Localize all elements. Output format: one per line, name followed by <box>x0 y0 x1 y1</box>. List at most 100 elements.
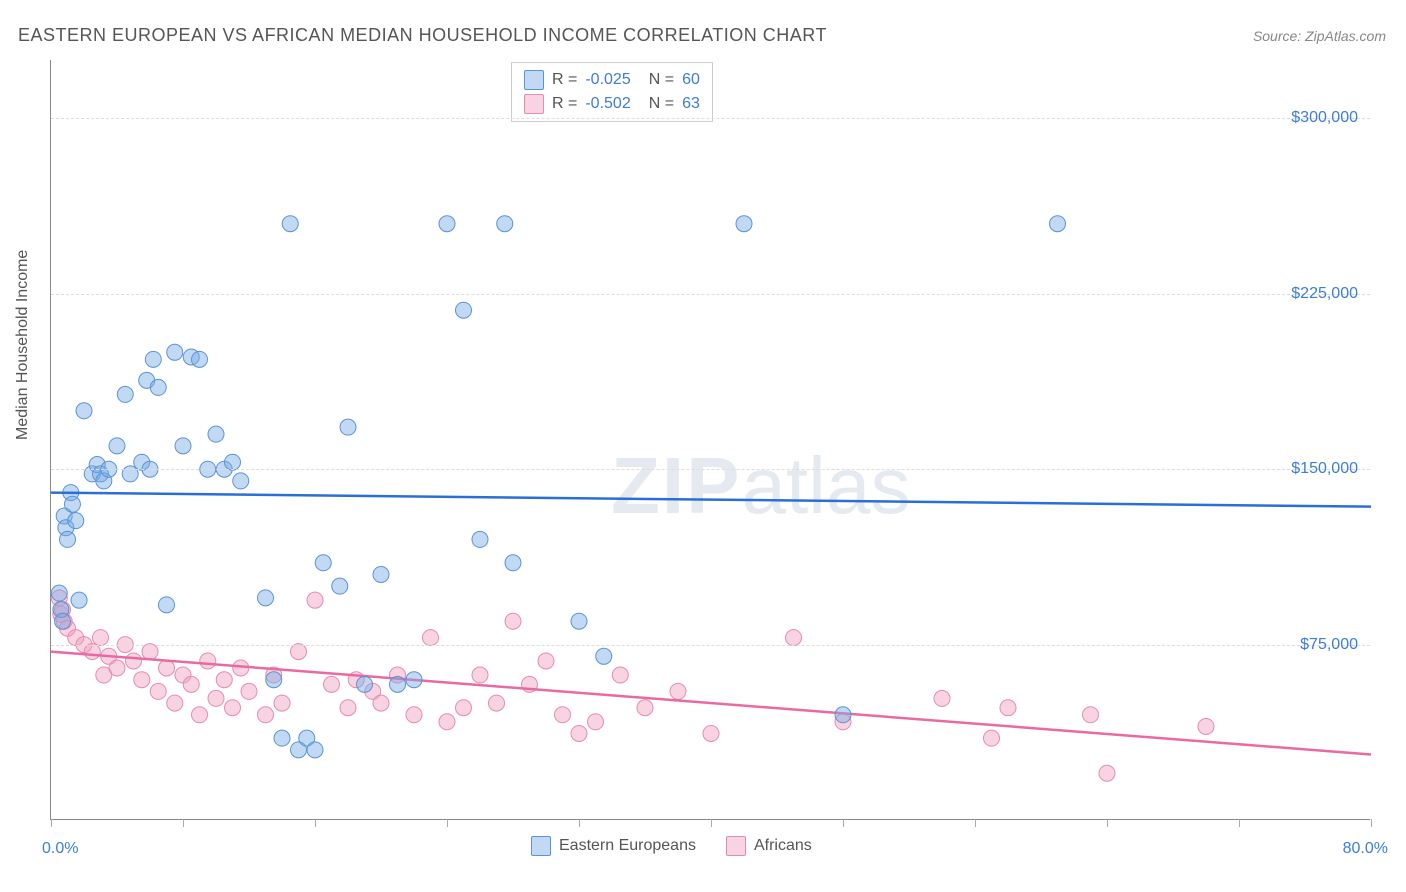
scatter-point <box>142 644 158 660</box>
scatter-point <box>373 695 389 711</box>
scatter-point <box>183 676 199 692</box>
scatter-point <box>266 672 282 688</box>
gridline <box>51 118 1370 119</box>
x-tick <box>711 819 712 827</box>
x-tick <box>315 819 316 827</box>
scatter-point <box>1198 718 1214 734</box>
scatter-point <box>282 216 298 232</box>
source-attribution: Source: ZipAtlas.com <box>1253 28 1386 44</box>
x-tick <box>975 819 976 827</box>
scatter-point <box>216 672 232 688</box>
scatter-point <box>76 403 92 419</box>
scatter-point <box>786 630 802 646</box>
scatter-point <box>596 648 612 664</box>
x-tick <box>1107 819 1108 827</box>
scatter-point <box>225 454 241 470</box>
scatter-point <box>126 653 142 669</box>
scatter-point <box>439 714 455 730</box>
scatter-point <box>225 700 241 716</box>
scatter-point <box>390 676 406 692</box>
scatter-point <box>423 630 439 646</box>
legend-item-blue: Eastern Europeans <box>531 836 696 856</box>
scatter-point <box>703 725 719 741</box>
scatter-point <box>51 585 67 601</box>
trend-line <box>51 493 1371 507</box>
scatter-point <box>497 216 513 232</box>
scatter-point <box>134 672 150 688</box>
scatter-svg <box>51 60 1370 819</box>
scatter-point <box>175 438 191 454</box>
scatter-point <box>315 555 331 571</box>
scatter-point <box>588 714 604 730</box>
legend-swatch-pink <box>726 836 746 856</box>
scatter-point <box>200 653 216 669</box>
x-tick <box>1371 819 1372 827</box>
scatter-point <box>1099 765 1115 781</box>
scatter-point <box>984 730 1000 746</box>
scatter-point <box>670 683 686 699</box>
scatter-point <box>505 555 521 571</box>
scatter-point <box>489 695 505 711</box>
scatter-point <box>192 351 208 367</box>
y-tick-label: $150,000 <box>1291 460 1358 478</box>
scatter-point <box>145 351 161 367</box>
scatter-point <box>538 653 554 669</box>
scatter-point <box>109 438 125 454</box>
x-min-label: 0.0% <box>42 840 78 858</box>
scatter-point <box>208 426 224 442</box>
scatter-point <box>472 667 488 683</box>
scatter-point <box>456 700 472 716</box>
scatter-point <box>1050 216 1066 232</box>
scatter-point <box>274 695 290 711</box>
gridline <box>51 645 1370 646</box>
scatter-point <box>456 302 472 318</box>
scatter-point <box>167 344 183 360</box>
y-tick-label: $225,000 <box>1291 285 1358 303</box>
scatter-point <box>109 660 125 676</box>
scatter-point <box>439 216 455 232</box>
scatter-point <box>612 667 628 683</box>
scatter-point <box>637 700 653 716</box>
legend-item-pink: Africans <box>726 836 812 856</box>
x-tick <box>1239 819 1240 827</box>
scatter-point <box>192 707 208 723</box>
x-tick <box>51 819 52 827</box>
y-tick-label: $300,000 <box>1291 109 1358 127</box>
scatter-point <box>233 473 249 489</box>
scatter-point <box>357 676 373 692</box>
legend-series: Eastern Europeans Africans <box>531 836 812 856</box>
plot-area: ZIPatlas R = -0.025 N = 60 R = -0.502 N … <box>50 60 1370 820</box>
scatter-point <box>406 707 422 723</box>
scatter-point <box>71 592 87 608</box>
scatter-point <box>150 379 166 395</box>
scatter-point <box>324 676 340 692</box>
scatter-point <box>340 419 356 435</box>
scatter-point <box>555 707 571 723</box>
scatter-point <box>934 690 950 706</box>
scatter-point <box>571 725 587 741</box>
scatter-point <box>159 660 175 676</box>
scatter-point <box>274 730 290 746</box>
scatter-point <box>258 707 274 723</box>
legend-label-blue: Eastern Europeans <box>559 837 696 855</box>
scatter-point <box>93 630 109 646</box>
chart-title: EASTERN EUROPEAN VS AFRICAN MEDIAN HOUSE… <box>18 25 827 46</box>
scatter-point <box>68 513 84 529</box>
scatter-point <box>55 613 71 629</box>
scatter-point <box>258 590 274 606</box>
gridline <box>51 294 1370 295</box>
scatter-point <box>159 597 175 613</box>
scatter-point <box>332 578 348 594</box>
scatter-point <box>835 707 851 723</box>
scatter-point <box>208 690 224 706</box>
scatter-point <box>307 592 323 608</box>
scatter-point <box>571 613 587 629</box>
scatter-point <box>60 531 76 547</box>
scatter-point <box>150 683 166 699</box>
x-tick <box>447 819 448 827</box>
gridline <box>51 469 1370 470</box>
x-tick <box>579 819 580 827</box>
x-tick <box>843 819 844 827</box>
scatter-point <box>406 672 422 688</box>
scatter-point <box>64 496 80 512</box>
